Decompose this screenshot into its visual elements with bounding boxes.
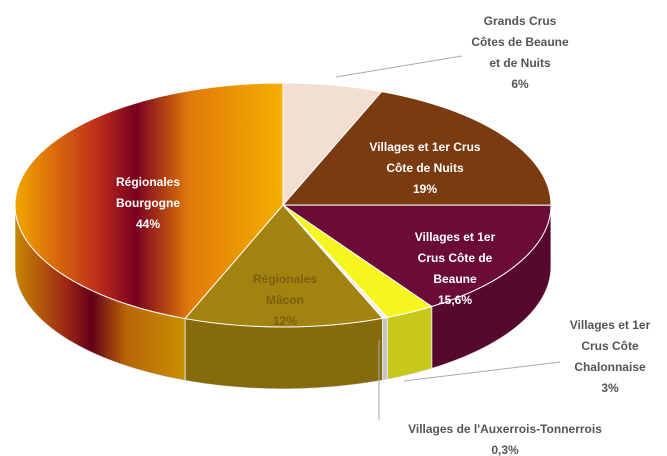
slice: [281, 91, 552, 206]
leader-line: [335, 55, 463, 78]
slice-value-label: 44%: [136, 217, 160, 231]
pie-sides: [14, 204, 552, 390]
slice-label: Villages de l'Auxerrois-Tonnerrois: [408, 422, 602, 436]
slice-value-label: 15,6%: [438, 293, 472, 307]
slice-label: Régionales Mâcon: [253, 272, 317, 307]
slice-side-shade: [387, 306, 432, 380]
slice-side-shade: [382, 317, 388, 381]
slice-side-shade: [185, 318, 383, 389]
slice-label: Villages et 1er Crus Côte Chalonnaise: [570, 318, 651, 374]
slice: [184, 204, 384, 328]
slice-side-shade: [15, 205, 186, 381]
slice-value-label: 0,3%: [491, 443, 519, 456]
slice: [14, 82, 284, 320]
slice: [281, 204, 552, 308]
slice-value-label: 3%: [601, 381, 619, 395]
slice-label: Villages et 1er Crus Côte de Beaune: [415, 230, 496, 286]
slice-value-label: 12%: [273, 314, 297, 328]
slice-side-shade: [431, 205, 551, 369]
slice-label: Régionales Bourgogne: [116, 175, 180, 210]
slice-label: Grands Crus Côtes de Beaune et de Nuits: [471, 14, 569, 70]
leader-line: [403, 361, 561, 382]
slice-label: Villages et 1er Crus Côte de Nuits: [369, 140, 480, 175]
slice-value-label: 19%: [413, 182, 437, 196]
slice-value-label: 6%: [511, 77, 529, 91]
labels: Grands Crus Côtes de Beaune et de Nuits 6% V…: [116, 14, 651, 456]
pie-tops: [14, 82, 552, 328]
